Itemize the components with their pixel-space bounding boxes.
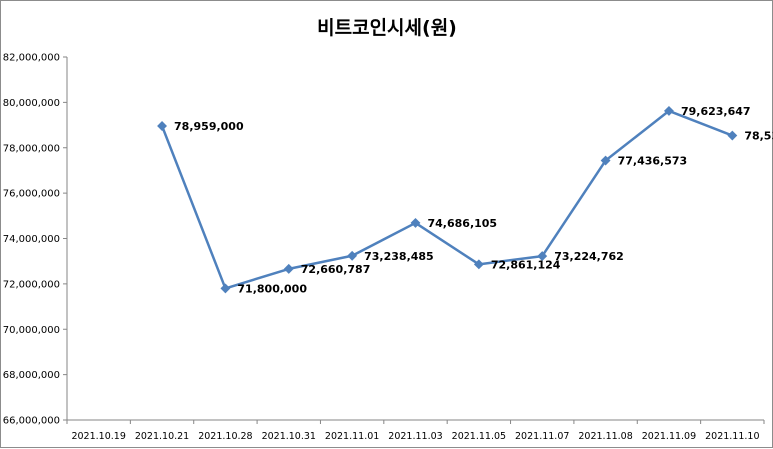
x-tick-label: 2021.10.21 [135,431,189,442]
axes [66,57,764,421]
x-tick-label: 2021.11.07 [515,431,569,442]
data-labels: 78,959,000 71,800,000 72,660,78773,238,485… [174,105,773,295]
data-label: 73,238,485 [364,250,434,263]
y-tick-label: 80,000,000 [3,98,60,109]
y-tick-label: 70,000,000 [3,325,60,336]
data-point [157,121,167,131]
chart-title: 비트코인시세(원) [317,17,457,39]
x-tick-labels: 2021.10.19 2021.10.21 2021.10.28 2021.10.31… [66,420,765,442]
y-tick-label: 82,000,000 [3,53,60,64]
x-tick-label: 2021.10.19 [71,431,125,442]
data-label: 74,686,105 [428,217,498,230]
series-line [157,105,738,294]
x-tick-label: 2021.11.03 [388,431,442,442]
x-tick-label: 2021.11.05 [452,431,506,442]
data-point [410,217,421,228]
data-point [664,105,674,116]
data-point [537,251,548,262]
data-point [600,155,611,166]
data-point [727,130,738,141]
y-tick-label: 78,000,000 [3,143,60,154]
data-point [473,259,484,270]
data-label: 72,861,124 [491,258,561,271]
x-tick-label: 2021.11.09 [642,431,696,442]
data-label: 71,800,000 [237,282,307,295]
x-tick-label: 2021.11.10 [705,431,759,442]
x-tick-label: 2021.10.28 [198,431,252,442]
y-tick-label: 66,000,000 [3,416,60,427]
data-label: 78,538,263 [744,130,773,143]
data-point [220,283,231,294]
y-tick-label: 76,000,000 [3,189,60,200]
series-path [160,109,733,290]
data-label: 77,436,573 [618,155,688,168]
data-label: 78,959,000 [174,120,244,133]
x-tick-label: 2021.11.01 [325,431,379,442]
data-point [347,250,358,261]
data-label: 73,224,762 [554,250,624,263]
y-tick-label: 68,000,000 [3,370,60,381]
data-point [283,263,294,274]
x-tick-label: 2021.11.08 [578,431,632,442]
x-tick-label: 2021.10.31 [262,431,316,442]
data-label: 79,623,647 [681,105,751,118]
y-tick-labels: 66,000,000 68,000,000 70,000,000 72,000,000… [3,53,67,427]
y-tick-label: 72,000,000 [3,279,60,290]
data-label: 72,660,787 [301,263,371,276]
y-tick-label: 74,000,000 [3,234,60,245]
